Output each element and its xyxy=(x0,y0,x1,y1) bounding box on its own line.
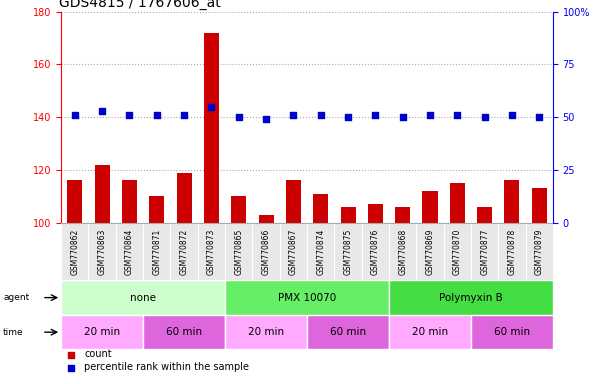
Point xyxy=(207,104,216,110)
Text: GSM770862: GSM770862 xyxy=(70,228,79,275)
Point xyxy=(507,112,517,118)
Text: GSM770879: GSM770879 xyxy=(535,228,544,275)
Bar xyxy=(471,315,553,349)
Bar xyxy=(143,315,225,349)
Text: GSM770876: GSM770876 xyxy=(371,228,380,275)
Bar xyxy=(225,315,307,349)
Point xyxy=(370,112,380,118)
Text: GSM770866: GSM770866 xyxy=(262,228,271,275)
Bar xyxy=(477,207,492,223)
Text: GSM770868: GSM770868 xyxy=(398,228,407,275)
Bar xyxy=(61,315,143,349)
Point xyxy=(398,114,408,120)
Text: Polymyxin B: Polymyxin B xyxy=(439,293,503,303)
Text: GSM770878: GSM770878 xyxy=(508,228,516,275)
Bar xyxy=(340,207,356,223)
Point xyxy=(316,112,326,118)
Bar xyxy=(61,280,225,315)
Bar xyxy=(450,183,465,223)
Text: GSM770872: GSM770872 xyxy=(180,228,189,275)
Point xyxy=(480,114,489,120)
Bar xyxy=(231,196,246,223)
Point xyxy=(70,112,79,118)
Point xyxy=(288,112,298,118)
Bar xyxy=(422,191,437,223)
Bar xyxy=(389,315,471,349)
Bar xyxy=(149,196,164,223)
Bar xyxy=(286,180,301,223)
Bar xyxy=(122,180,137,223)
Text: 20 min: 20 min xyxy=(248,327,284,337)
Text: GSM770877: GSM770877 xyxy=(480,228,489,275)
Text: GSM770865: GSM770865 xyxy=(234,228,243,275)
Point xyxy=(234,114,244,120)
Text: none: none xyxy=(130,293,156,303)
Text: 20 min: 20 min xyxy=(84,327,120,337)
Point xyxy=(97,108,107,114)
Point xyxy=(261,116,271,122)
Bar xyxy=(67,180,82,223)
Bar xyxy=(307,315,389,349)
Bar xyxy=(389,280,553,315)
Bar xyxy=(258,215,274,223)
Bar xyxy=(368,204,383,223)
Text: 20 min: 20 min xyxy=(412,327,448,337)
Legend: count, percentile rank within the sample: count, percentile rank within the sample xyxy=(61,349,249,372)
Text: 60 min: 60 min xyxy=(494,327,530,337)
Text: PMX 10070: PMX 10070 xyxy=(278,293,336,303)
Text: GSM770871: GSM770871 xyxy=(152,228,161,275)
Text: GSM770870: GSM770870 xyxy=(453,228,462,275)
Text: GSM770867: GSM770867 xyxy=(289,228,298,275)
Bar xyxy=(395,207,410,223)
Text: time: time xyxy=(3,328,24,337)
Text: agent: agent xyxy=(3,293,29,302)
Text: 60 min: 60 min xyxy=(166,327,202,337)
Text: GSM770864: GSM770864 xyxy=(125,228,134,275)
Text: GSM770874: GSM770874 xyxy=(316,228,325,275)
Point xyxy=(179,112,189,118)
Point xyxy=(425,112,435,118)
Text: GDS4815 / 1767606_at: GDS4815 / 1767606_at xyxy=(59,0,221,10)
Text: GSM770873: GSM770873 xyxy=(207,228,216,275)
Bar xyxy=(177,172,192,223)
Bar xyxy=(313,194,328,223)
Point xyxy=(125,112,134,118)
Bar xyxy=(95,165,109,223)
Text: 60 min: 60 min xyxy=(330,327,366,337)
Bar xyxy=(225,280,389,315)
Text: GSM770869: GSM770869 xyxy=(425,228,434,275)
Text: GSM770875: GSM770875 xyxy=(343,228,353,275)
Text: GSM770863: GSM770863 xyxy=(98,228,106,275)
Point xyxy=(535,114,544,120)
Bar xyxy=(505,180,519,223)
Point xyxy=(152,112,162,118)
Point xyxy=(343,114,353,120)
Bar xyxy=(204,33,219,223)
Bar xyxy=(532,189,547,223)
Point xyxy=(452,112,462,118)
